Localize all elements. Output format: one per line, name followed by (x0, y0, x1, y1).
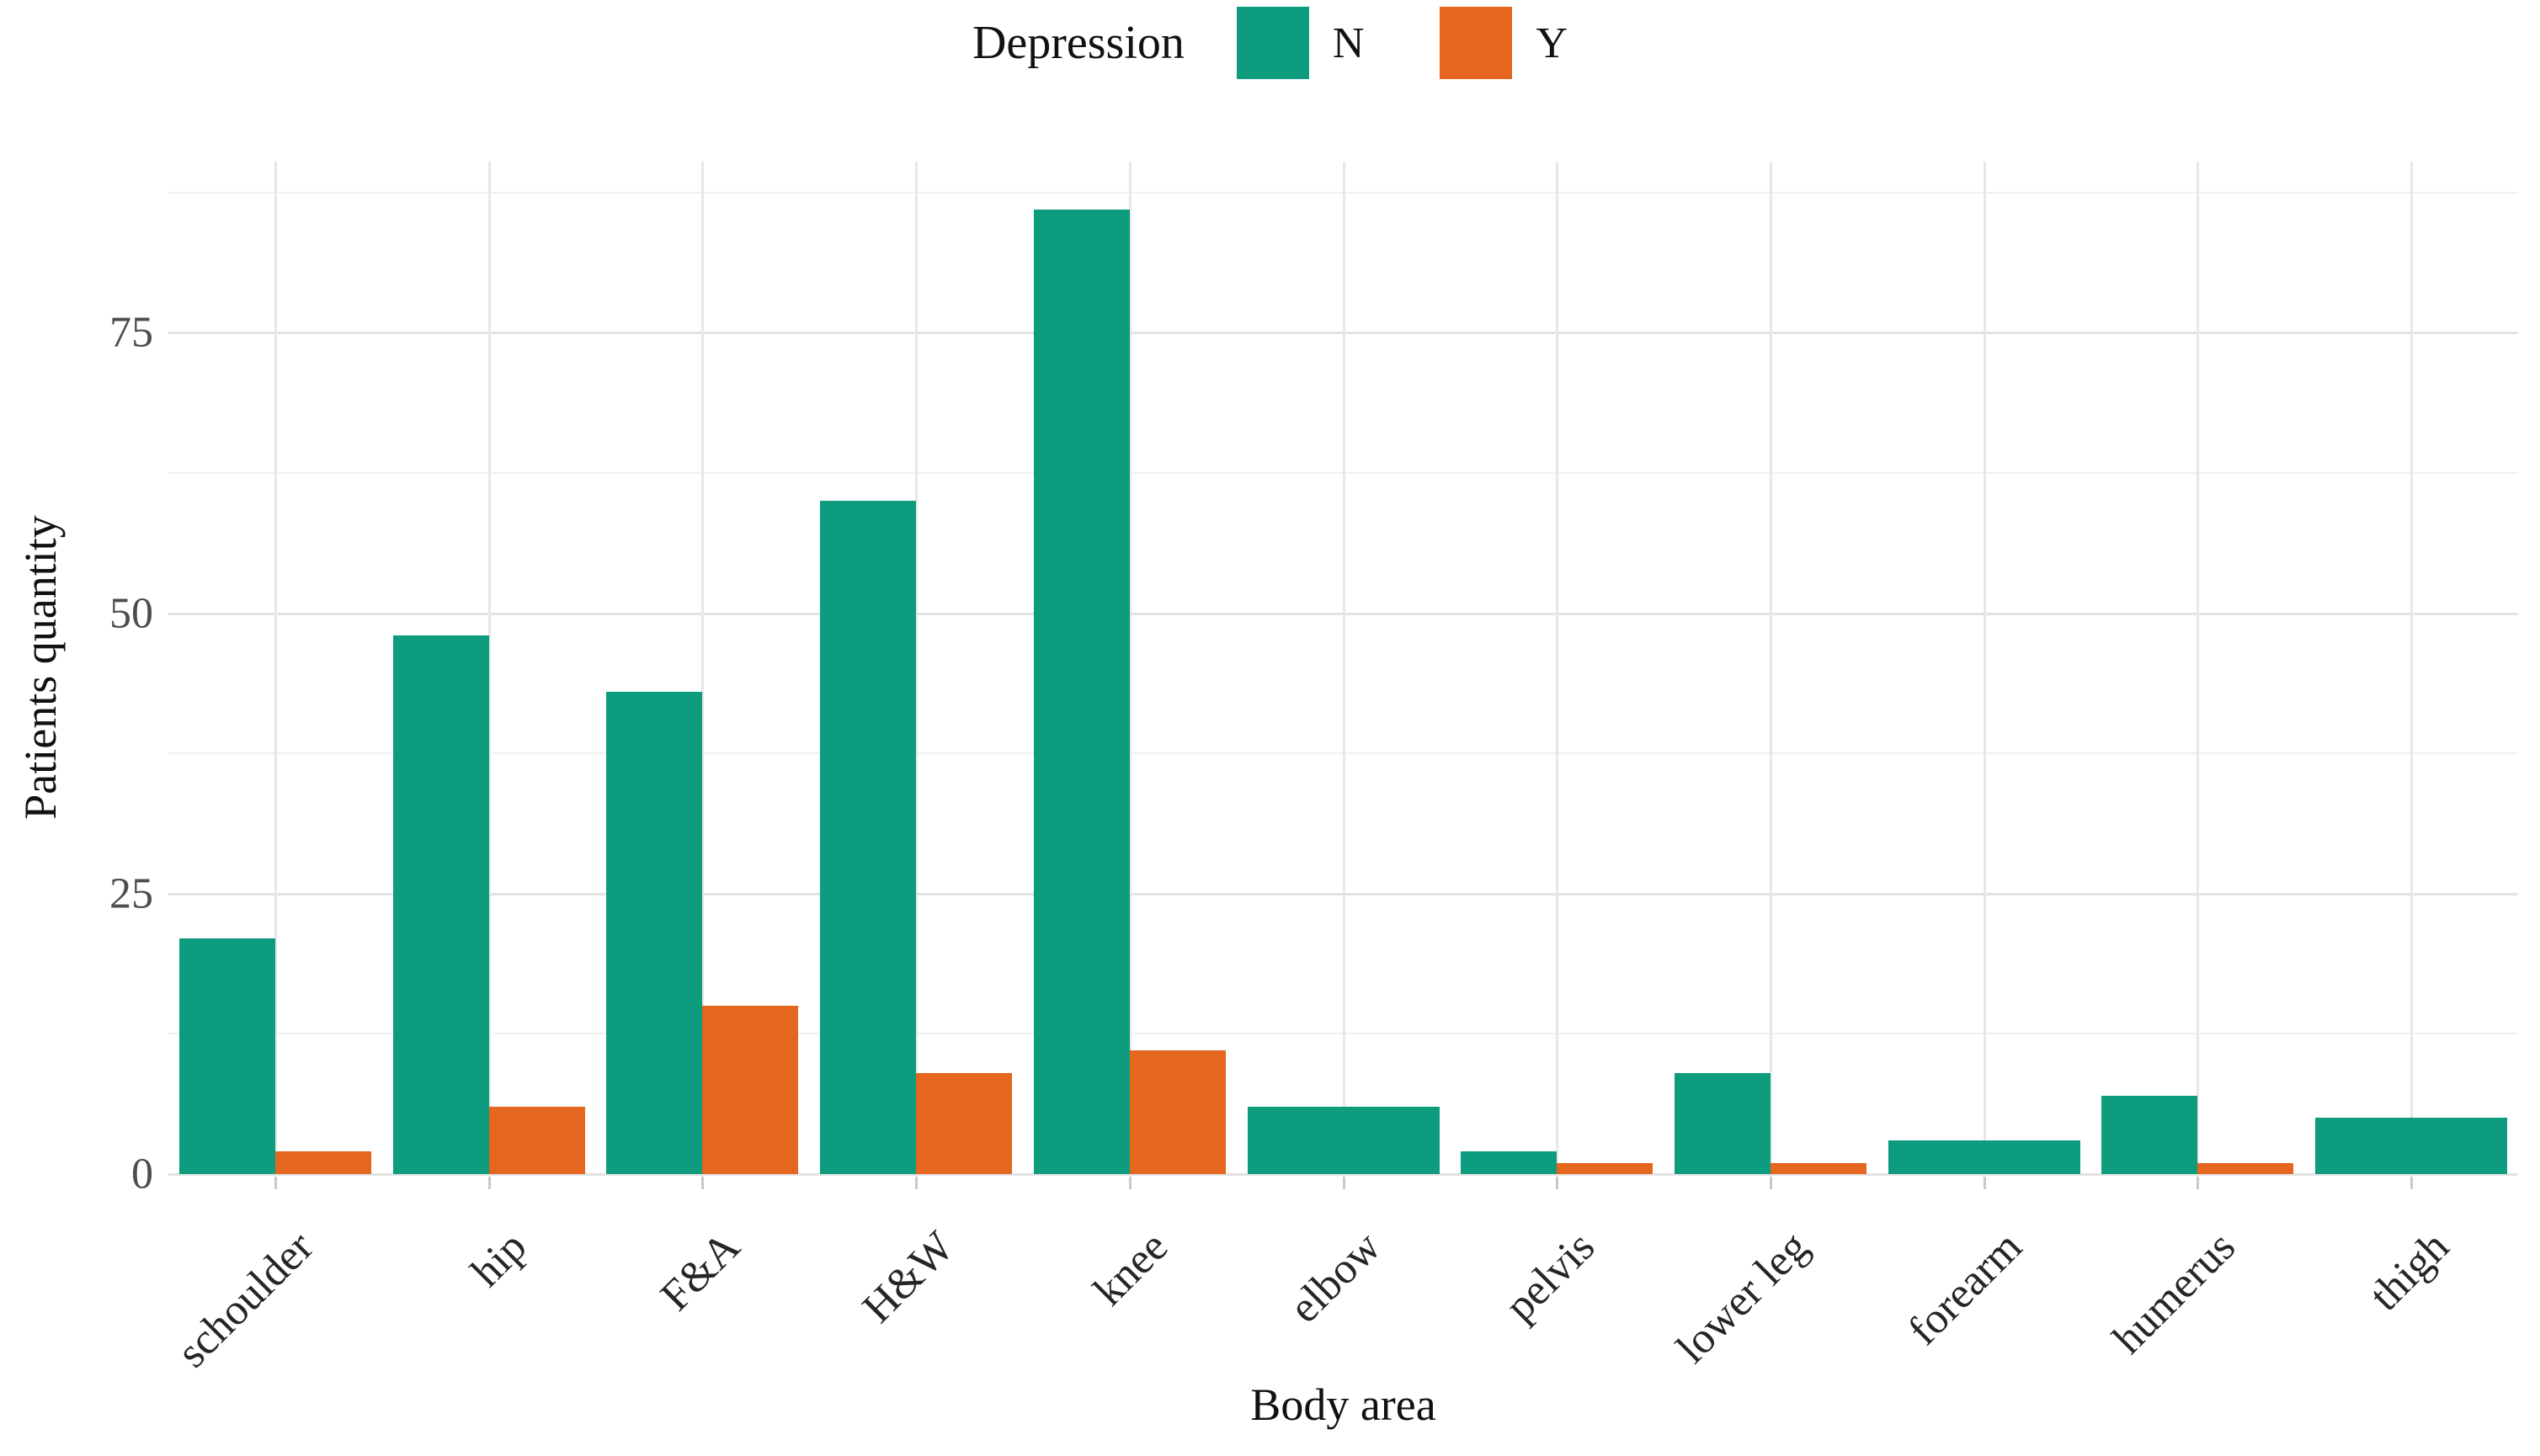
x-tick-mark-7 (1769, 1177, 1772, 1189)
gridline-vertical-7 (1769, 162, 1772, 1174)
x-tick-mark-0 (274, 1177, 277, 1189)
bar-pelvis-N (1461, 1151, 1558, 1174)
y-tick-label-75: 75 (109, 308, 153, 357)
legend-label-n: N (1332, 19, 1365, 67)
bar-lower-leg-N (1674, 1073, 1771, 1174)
bar-pelvis-Y (1557, 1162, 1653, 1174)
y-axis-title: Patients quantity (15, 515, 66, 820)
x-tick-mark-6 (1556, 1177, 1559, 1189)
bar-thigh-N (2315, 1118, 2508, 1174)
gridline-vertical-8 (1983, 162, 1986, 1174)
bar-hip-N (392, 635, 489, 1174)
x-tick-label-2: F&A (652, 1222, 750, 1320)
gridline-vertical-3 (915, 162, 919, 1174)
bar-elbow-N (1247, 1107, 1440, 1174)
bar-hip-Y (488, 1107, 585, 1174)
legend-swatch-n-icon (1236, 7, 1309, 79)
x-tick-mark-8 (1983, 1177, 1986, 1189)
bar-humerus-N (2101, 1095, 2198, 1174)
x-tick-mark-9 (2197, 1177, 2200, 1189)
x-tick-label-0: schoulder (168, 1222, 322, 1377)
legend-item-n: N (1236, 7, 1365, 79)
bar-knee-Y (1129, 1050, 1226, 1174)
x-tick-mark-2 (701, 1177, 705, 1189)
x-tick-label-6: pelvis (1496, 1222, 1605, 1331)
gridline-vertical-10 (2410, 162, 2414, 1174)
bar-F-A-N (606, 691, 703, 1174)
bar-F-A-Y (702, 1006, 799, 1174)
x-tick-label-4: knee (1084, 1222, 1177, 1315)
gridline-vertical-6 (1556, 162, 1559, 1174)
bar-knee-N (1033, 209, 1130, 1174)
bar-schoulder-Y (274, 1151, 371, 1174)
gridline-vertical-1 (487, 162, 491, 1174)
x-tick-mark-10 (2410, 1177, 2414, 1189)
x-axis-title: Body area (1250, 1379, 1436, 1430)
x-tick-label-9: humerus (2104, 1222, 2245, 1363)
gridline-vertical-4 (1128, 162, 1132, 1174)
bar-forearm-N (1888, 1140, 2080, 1174)
x-tick-mark-4 (1128, 1177, 1132, 1189)
legend-label-y: Y (1536, 19, 1568, 67)
x-tick-label-8: forearm (1899, 1222, 2031, 1355)
x-tick-label-10: thigh (2361, 1222, 2459, 1320)
gridline-major-0 (168, 1173, 2518, 1176)
x-tick-mark-1 (487, 1177, 491, 1189)
x-tick-mark-3 (915, 1177, 919, 1189)
x-tick-label-3: H&W (853, 1222, 964, 1332)
legend-swatch-y-icon (1440, 7, 1513, 79)
bar-lower-leg-Y (1770, 1162, 1866, 1174)
legend-title: Depression (972, 17, 1185, 69)
gridline-vertical-9 (2197, 162, 2200, 1174)
bar-schoulder-N (178, 938, 275, 1174)
y-tick-label-25: 25 (109, 869, 153, 918)
x-tick-label-5: elbow (1281, 1222, 1391, 1332)
gridline-vertical-2 (701, 162, 705, 1174)
bar-humerus-Y (2197, 1162, 2294, 1174)
gridline-vertical-5 (1342, 162, 1345, 1174)
bar-H-W-N (820, 501, 917, 1174)
y-tick-label-0: 0 (131, 1150, 153, 1198)
x-tick-label-7: lower leg (1667, 1222, 1818, 1373)
bar-H-W-Y (916, 1073, 1013, 1174)
y-tick-label-50: 50 (109, 589, 153, 637)
x-tick-mark-5 (1342, 1177, 1345, 1189)
legend-item-y: Y (1440, 7, 1568, 79)
gridline-vertical-0 (274, 162, 277, 1174)
x-tick-label-1: hip (462, 1222, 536, 1297)
legend: Depression N Y (0, 7, 2540, 79)
